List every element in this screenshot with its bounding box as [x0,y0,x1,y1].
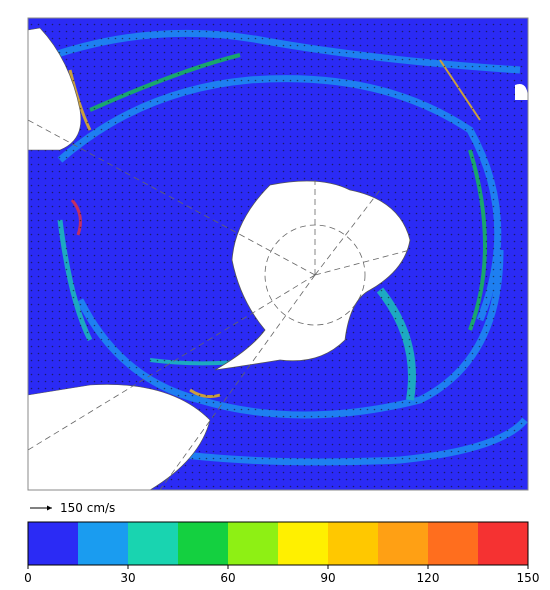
graticule [28,119,411,490]
colorbar-frame [27,521,529,566]
color-bin [428,522,478,565]
land [28,384,211,490]
color-bin [378,522,428,565]
color-bin [478,522,528,565]
colorbar: 0 30 60 90 120 150 [24,521,540,585]
color-bin [78,522,128,565]
land [515,84,528,100]
color-bin [278,522,328,565]
color-bin [128,522,178,565]
antarctica [214,180,411,371]
reference-arrow-head [47,505,52,511]
map [28,18,528,490]
tick-label: 90 [320,571,335,585]
tick-label: 30 [120,571,135,585]
reference-label: 150 cm/s [60,501,115,515]
tick-label: 150 [517,571,540,585]
tick-label: 60 [220,571,235,585]
color-bin [28,522,78,565]
color-bin [328,522,378,565]
color-bin [178,522,228,565]
land [28,27,82,151]
map-frame [27,17,529,491]
tick-label: 120 [417,571,440,585]
tick-label: 0 [24,571,32,585]
color-bin [228,522,278,565]
